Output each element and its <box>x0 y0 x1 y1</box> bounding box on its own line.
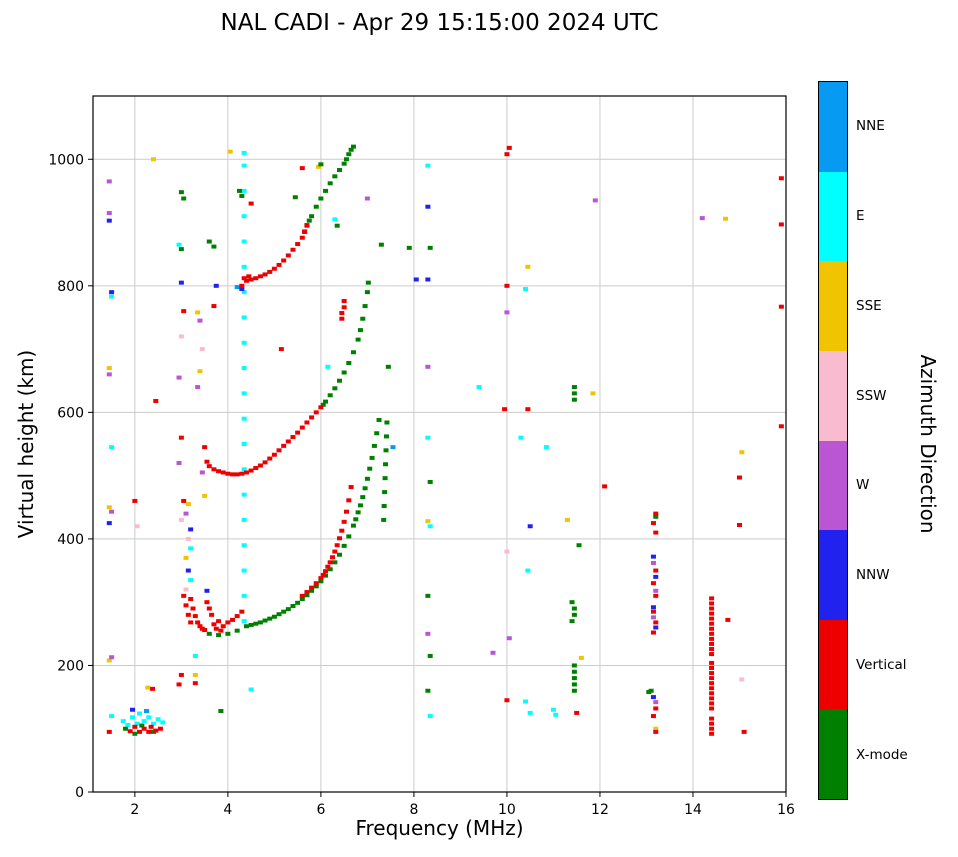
x-tick-labels: 2 4 6 8 10 12 14 16 <box>130 802 795 818</box>
x-axis-label: Frequency (MHz) <box>355 816 524 840</box>
colorbar-tick-label-nne: NNE <box>856 117 885 134</box>
svg-text:14: 14 <box>684 802 702 818</box>
colorbar-segment-vertical <box>819 619 847 710</box>
svg-text:10: 10 <box>498 802 516 818</box>
series-ssw <box>134 334 745 682</box>
gridlines <box>93 96 787 793</box>
series-sse <box>106 149 745 731</box>
colorbar-segment-nne <box>819 82 847 172</box>
colorbar-segment-nnw <box>819 530 847 620</box>
y-axis-label: Virtual height (km) <box>14 349 38 539</box>
svg-text:12: 12 <box>591 802 609 818</box>
axis-ticks <box>88 158 787 797</box>
colorbar-tick-label-sse: SSE <box>856 297 882 314</box>
svg-text:2: 2 <box>130 802 139 818</box>
colorbar-segment-ssw <box>819 350 847 441</box>
plot-border <box>92 95 787 793</box>
chart-title: NAL CADI - Apr 29 15:15:00 2024 UTC <box>220 10 659 36</box>
colorbar-tick-label-w: W <box>856 477 870 494</box>
series-nne <box>143 285 396 714</box>
colorbar-segment-e <box>819 171 847 262</box>
colorbar-segment-w <box>819 440 847 531</box>
svg-text:0: 0 <box>75 785 84 801</box>
series-vertical <box>106 145 784 736</box>
colorbar-segment-sse <box>819 261 847 351</box>
svg-text:200: 200 <box>57 658 84 674</box>
colorbar-segment-x-mode <box>819 709 847 799</box>
svg-text:800: 800 <box>57 279 84 295</box>
y-tick-labels: 0 200 400 600 800 1000 <box>48 152 84 801</box>
svg-text:400: 400 <box>57 532 84 548</box>
series-x-mode <box>123 144 659 736</box>
colorbar-tick-label-x-mode: X-mode <box>856 747 908 764</box>
svg-text:4: 4 <box>223 802 232 818</box>
colorbar-tick-label-e: E <box>856 207 865 224</box>
series-nnw <box>106 204 659 712</box>
colorbar-tick-label-nnw: NNW <box>856 567 890 584</box>
svg-text:6: 6 <box>316 802 325 818</box>
svg-text:8: 8 <box>409 802 418 818</box>
colorbar-tick-label-vertical: Vertical <box>856 657 907 674</box>
series-w <box>106 179 705 705</box>
colorbar-tick-label-ssw: SSW <box>856 387 887 404</box>
svg-text:600: 600 <box>57 405 84 421</box>
colorbar-title: Azimuth Direction <box>916 354 940 534</box>
svg-text:16: 16 <box>777 802 795 818</box>
svg-text:1000: 1000 <box>48 152 84 168</box>
colorbar <box>818 81 848 800</box>
series-e <box>109 150 559 727</box>
